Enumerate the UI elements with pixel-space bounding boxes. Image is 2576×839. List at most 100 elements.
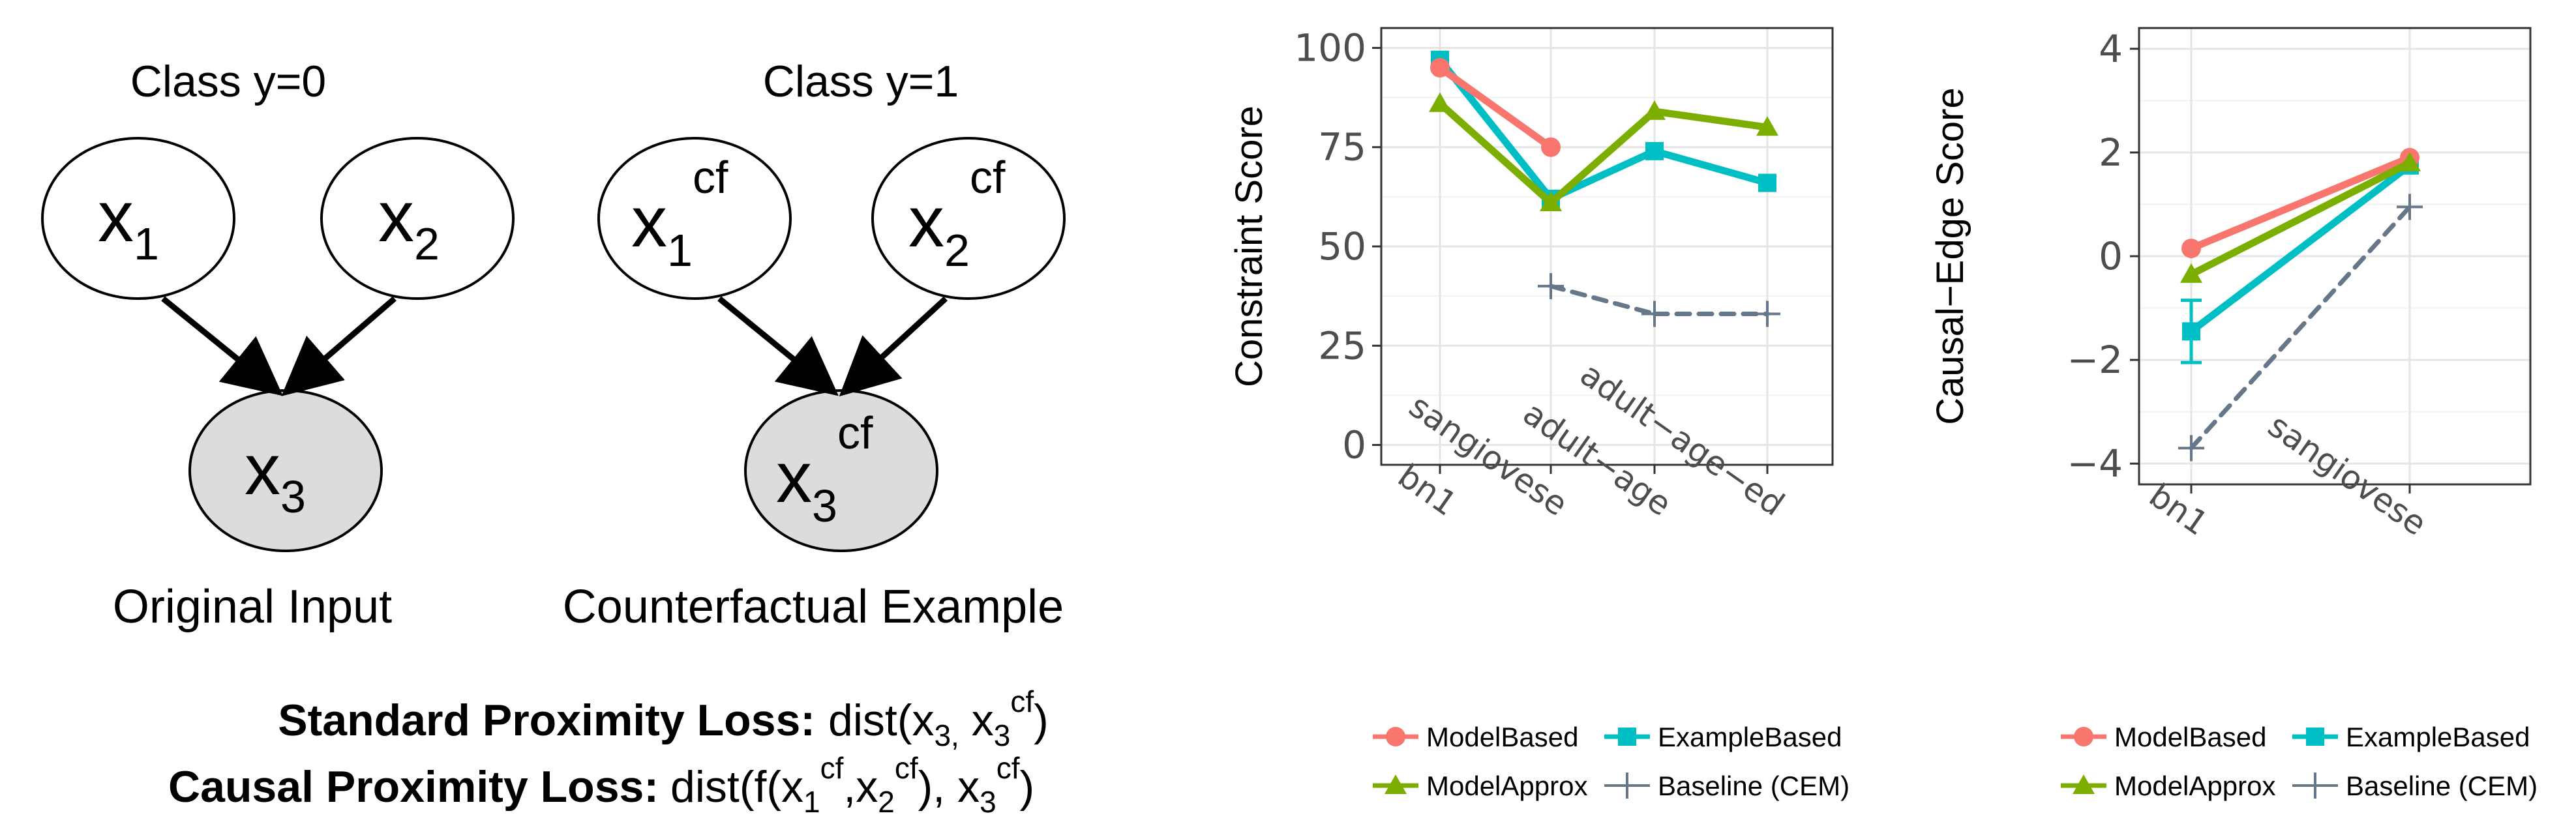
legend-item-baseline-cem: Baseline (CEM)	[2292, 771, 2538, 801]
causal-proximity-loss: Causal Proximity Loss:	[168, 762, 659, 812]
y-tick-label: 0	[2099, 234, 2123, 278]
point-modelbased-sangiovese	[1541, 137, 1561, 157]
legend-key-marker	[1385, 774, 1407, 794]
point-baseline-cem-sangiovese	[2397, 194, 2423, 220]
node-x1-label: x1	[98, 177, 159, 269]
point-examplebased-adult-age-ed	[1758, 173, 1776, 192]
node-x3-label: x3	[245, 430, 306, 522]
series-line-examplebased	[1651, 147, 1771, 187]
point-modelapprox-bn1	[2180, 263, 2202, 283]
series-line-modelapprox	[1651, 108, 1771, 131]
legend-key-marker	[2302, 773, 2328, 799]
node-x2cf-label: x2cf	[908, 152, 1006, 276]
y-tick-label: 25	[1318, 323, 1366, 368]
point-modelapprox-sangiovese	[2399, 151, 2421, 171]
legend-label-examplebased: ExampleBased	[1658, 722, 1842, 752]
edge-x2-x3	[281, 296, 397, 396]
legend-item-examplebased: ExampleBased	[2292, 722, 2530, 752]
point-modelbased-bn1	[1430, 57, 1450, 78]
legend-item-examplebased: ExampleBased	[1604, 722, 1842, 752]
causal-loss-label: Causal Proximity Loss:	[168, 762, 659, 812]
y-tick-label: 50	[1318, 224, 1366, 269]
class-label-counterfactual: Class y=1	[763, 57, 959, 106]
legend: ModelBased ExampleBased ModelApprox Baselin…	[2061, 722, 2538, 801]
point-baseline-cem-bn1	[2178, 435, 2204, 462]
series-line-modelapprox	[1436, 100, 1555, 207]
point-baseline-cem-adult-age-ed	[1754, 301, 1780, 327]
y-tick-label: 75	[1318, 125, 1366, 169]
edge-x2cf-x3cf	[839, 296, 948, 397]
edge-x1cf-x3cf	[717, 296, 839, 396]
legend-label-baseline-cem: Baseline (CEM)	[1658, 771, 1850, 801]
series-line-modelapprox	[2187, 159, 2414, 278]
edge-x1-x3	[161, 296, 283, 396]
point-baseline-cem-adult-age	[1641, 301, 1668, 327]
point-baseline-cem-sangiovese	[1538, 272, 1564, 299]
legend-item-modelbased: ModelBased	[1373, 722, 1578, 752]
node-x1cf	[597, 137, 792, 300]
point-modelbased-bn1	[2181, 239, 2201, 259]
legend-label-modelbased: ModelBased	[1426, 722, 1578, 752]
class-label-original: Class y=0	[130, 57, 326, 106]
series-line-modelbased	[2187, 154, 2414, 252]
node-x3cf-label: x3cf	[776, 407, 873, 531]
point-modelapprox-adult-age-ed	[1756, 116, 1778, 136]
legend-label-modelapprox: ModelApprox	[1426, 771, 1587, 801]
series-modelbased	[1430, 57, 1561, 157]
series-baseline-cem	[1538, 272, 1780, 327]
causal-diagram-original: Class y=0 x1 x2 x3 Original Input	[41, 57, 515, 633]
series-line-examplebased	[2187, 162, 2414, 335]
legend-item-modelbased: ModelBased	[2061, 722, 2266, 752]
node-x1	[41, 137, 235, 300]
standard-proximity-loss-formula: dist(x3, x3cf)	[828, 684, 1049, 752]
x-tick-label-bn1: bn1	[1391, 457, 1463, 523]
constraint-score-chart: 0255075100bn1sangioveseadult−ageadult−ag…	[1228, 25, 1850, 801]
legend-label-modelbased: ModelBased	[2114, 722, 2266, 752]
y-axis-title: Causal−Edge Score	[1929, 87, 1971, 425]
y-tick-label: 100	[1294, 25, 1366, 70]
legend-label-baseline-cem: Baseline (CEM)	[2346, 771, 2538, 801]
node-x2	[320, 137, 515, 300]
node-x3	[188, 389, 383, 552]
caption-counterfactual-example: Counterfactual Example	[563, 581, 1064, 633]
legend-label-modelapprox: ModelApprox	[2114, 771, 2275, 801]
legend-item-modelapprox: ModelApprox	[2061, 771, 2275, 801]
standard-loss-label: Standard Proximity Loss:	[278, 696, 815, 745]
x-tick-label-bn1: bn1	[2142, 477, 2215, 543]
legend-label-examplebased: ExampleBased	[2346, 722, 2530, 752]
y-tick-label: −4	[2067, 441, 2123, 486]
y-tick-label: 0	[1342, 423, 1366, 467]
series-line-baseline-cem	[2189, 204, 2412, 450]
series-line-modelbased	[1436, 64, 1555, 151]
legend-item-modelapprox: ModelApprox	[1373, 771, 1587, 801]
series-line-baseline-cem	[1548, 284, 1657, 317]
y-tick-label: 2	[2099, 130, 2123, 175]
y-tick-label: −2	[2067, 338, 2123, 382]
node-x1cf-label: x1cf	[631, 152, 728, 276]
point-modelapprox-adult-age	[1643, 100, 1666, 120]
series-line-modelapprox	[1547, 108, 1658, 207]
legend-key-marker	[1618, 728, 1636, 746]
series-modelapprox	[2180, 151, 2421, 283]
series-modelapprox	[1429, 92, 1778, 211]
point-modelapprox-bn1	[1429, 92, 1451, 112]
legend-key-marker	[2073, 774, 2095, 794]
legend-key-marker	[1386, 727, 1405, 746]
legend-key-marker	[2074, 727, 2093, 746]
caption-original-input: Original Input	[113, 581, 392, 633]
causal-proximity-loss-formula: dist(f(x1cf,x2cf), x3cf)	[670, 751, 1034, 819]
legend-item-baseline-cem: Baseline (CEM)	[1604, 771, 1850, 801]
node-x2-label: x2	[378, 177, 440, 269]
y-axis-title: Constraint Score	[1228, 106, 1270, 387]
point-examplebased-bn1	[2182, 322, 2200, 341]
y-tick-label: 4	[2099, 27, 2123, 71]
legend-key-marker	[1614, 773, 1640, 799]
point-modelapprox-sangiovese	[1540, 192, 1562, 211]
causal-diagram-counterfactual: Class y=1 x1cf x2cf x3cf Counterfactual …	[563, 57, 1066, 633]
legend: ModelBased ExampleBased ModelApprox Baselin…	[1373, 722, 1850, 801]
node-x2cf	[871, 137, 1066, 300]
standard-proximity-loss: Standard Proximity Loss:	[278, 696, 815, 745]
point-examplebased-adult-age	[1645, 141, 1664, 160]
